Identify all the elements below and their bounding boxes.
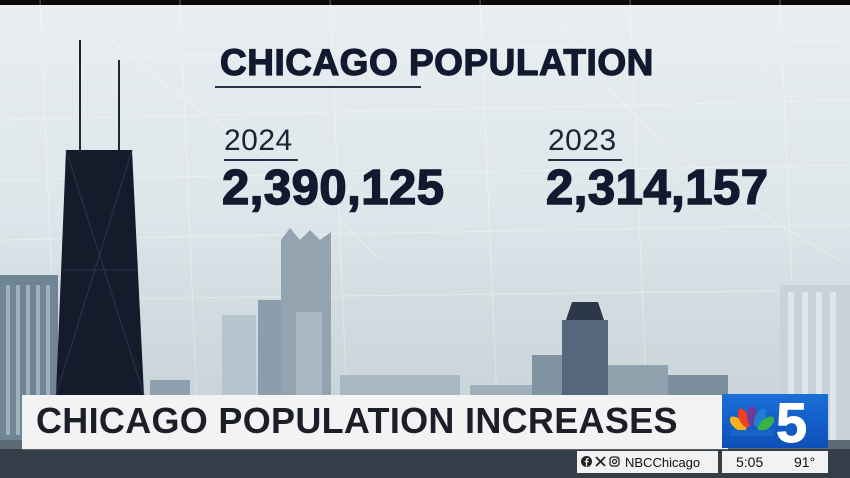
x-icon bbox=[595, 455, 606, 469]
population-2023-value: 2,314,157 bbox=[545, 160, 769, 216]
top-letterbox bbox=[0, 0, 850, 5]
population-2024-value: 2,390,125 bbox=[221, 160, 445, 216]
station-logo: 5 bbox=[722, 391, 828, 455]
facebook-icon bbox=[581, 455, 592, 469]
social-handle-box: NBCChicago bbox=[577, 451, 718, 473]
time-weather-box: 5:05 91° bbox=[722, 451, 828, 473]
lower-third-banner: CHICAGO POPULATION INCREASES bbox=[22, 395, 728, 449]
current-time: 5:05 bbox=[736, 454, 764, 470]
title-underline bbox=[215, 86, 421, 88]
peacock-icon bbox=[730, 406, 774, 436]
social-handle: NBCChicago bbox=[625, 454, 701, 470]
year-2024-label: 2024 bbox=[224, 124, 293, 157]
year-2023-underline bbox=[548, 159, 622, 161]
channel-number: 5 bbox=[775, 391, 808, 455]
headline-text: CHICAGO POPULATION INCREASES bbox=[36, 400, 678, 441]
year-2024-underline bbox=[224, 159, 298, 161]
year-2023-label: 2023 bbox=[548, 124, 617, 157]
temperature: 91° bbox=[794, 454, 816, 470]
instagram-icon bbox=[609, 455, 620, 469]
graphic-title: CHICAGO POPULATION bbox=[219, 41, 654, 83]
